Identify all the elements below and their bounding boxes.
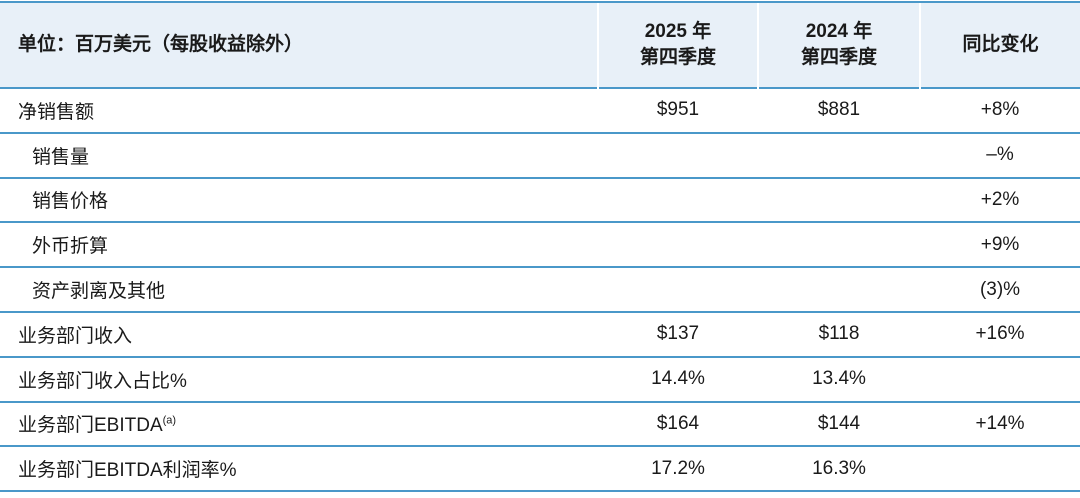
value-2024q4: 16.3% — [758, 445, 920, 493]
value-2025q4: 17.2% — [598, 445, 758, 493]
header-quarter: 第四季度 — [800, 47, 877, 68]
row-label: 外币折算 — [0, 221, 598, 268]
value-2025q4: $951 — [598, 87, 758, 133]
yoy-change: +8% — [920, 87, 1080, 133]
col-2025q4-header: 2025 年第四季度 — [597, 1, 758, 88]
yoy-change: +16% — [920, 310, 1080, 357]
yoy-change-text: +9% — [980, 233, 1020, 255]
row-label-text: 销售量 — [32, 146, 90, 168]
value-2025q4-text: $951 — [656, 99, 700, 121]
value-2025q4 — [598, 176, 758, 223]
table-row: 业务部门EBITDA利润率% 17.2% 16.3% — [0, 445, 1080, 493]
value-2025q4-text: 14.4% — [651, 368, 705, 390]
header-year: 2024 年 — [805, 21, 873, 42]
value-2024q4-text: $881 — [817, 99, 861, 121]
unit-header: 单位：百万美元（每股收益除外） — [0, 1, 598, 88]
table-row: 业务部门收入占比% 14.4% 13.4% — [0, 355, 1080, 402]
row-label: 资产剥离及其他 — [0, 266, 598, 312]
row-label-text: 业务部门收入占比% — [18, 370, 187, 392]
yoy-change: +9% — [920, 221, 1080, 268]
table-row: 销售量 –% — [0, 131, 1080, 178]
row-label: 业务部门EBITDA(a) — [0, 400, 598, 447]
header-quarter: 第四季度 — [639, 47, 716, 68]
row-label-text: 资产剥离及其他 — [32, 281, 166, 303]
yoy-change: +14% — [920, 400, 1080, 447]
header-year: 2025 年 — [644, 21, 712, 42]
value-2024q4-text: 13.4% — [812, 368, 866, 390]
row-label: 业务部门EBITDA利润率% — [0, 445, 598, 493]
yoy-change — [920, 355, 1080, 402]
value-2024q4 — [758, 176, 920, 223]
yoy-change-text: +8% — [980, 99, 1020, 121]
col-2024q4-header: 2024 年第四季度 — [757, 1, 920, 88]
value-2024q4: $144 — [758, 400, 920, 447]
row-label-text: 业务部门EBITDA — [18, 415, 163, 437]
value-2024q4-text: $144 — [817, 412, 861, 434]
value-2024q4 — [758, 221, 920, 268]
row-label-text: 净销售额 — [18, 101, 95, 123]
yoy-change: +2% — [920, 176, 1080, 223]
yoy-change-text: (3)% — [979, 278, 1021, 300]
col-yoy-header: 同比变化 — [919, 1, 1080, 88]
row-label-text: 业务部门收入 — [18, 325, 133, 347]
yoy-change — [920, 445, 1080, 493]
yoy-change-text: –% — [986, 144, 1014, 166]
row-label: 净销售额 — [0, 87, 598, 133]
value-2025q4 — [598, 221, 758, 268]
yoy-change-text: +2% — [980, 188, 1020, 210]
row-label: 业务部门收入 — [0, 310, 598, 357]
value-2025q4 — [598, 131, 758, 178]
value-2024q4: $881 — [758, 87, 920, 133]
yoy-change: (3)% — [920, 266, 1080, 312]
row-label: 销售价格 — [0, 176, 598, 223]
value-2024q4 — [758, 131, 920, 178]
row-label-text: 外币折算 — [32, 236, 109, 258]
value-2024q4-text: $118 — [818, 323, 860, 345]
table-row: 业务部门EBITDA(a) $164 $144 +14% — [0, 400, 1080, 447]
row-label: 销售量 — [0, 131, 598, 178]
value-2025q4 — [598, 266, 758, 312]
value-2025q4-text: $164 — [656, 412, 700, 434]
footnote-marker: (a) — [162, 415, 177, 428]
table-row: 净销售额 $951 $881 +8% — [0, 87, 1080, 133]
yoy-change: –% — [920, 131, 1080, 178]
table-row: 业务部门收入 $137 $118 +16% — [0, 310, 1080, 357]
value-2025q4: $164 — [598, 400, 758, 447]
yoy-change-text: +16% — [975, 323, 1025, 345]
value-2025q4-text: 17.2% — [651, 457, 705, 479]
yoy-change-text: +14% — [975, 412, 1025, 434]
table-row: 外币折算 +9% — [0, 221, 1080, 268]
row-label-text: 销售价格 — [32, 191, 109, 213]
value-2024q4-text: 16.3% — [812, 457, 866, 479]
value-2025q4-text: $137 — [656, 323, 700, 345]
value-2024q4 — [758, 266, 920, 312]
row-label: 业务部门收入占比% — [0, 355, 598, 402]
table-row: 资产剥离及其他 (3)% — [0, 266, 1080, 312]
row-label-text: 业务部门EBITDA利润率% — [18, 460, 237, 482]
value-2024q4: 13.4% — [758, 355, 920, 402]
table-row: 销售价格 +2% — [0, 176, 1080, 223]
header-row: 单位：百万美元（每股收益除外） 2025 年第四季度 2024 年第四季度 同比… — [0, 1, 1080, 88]
value-2024q4: $118 — [758, 310, 920, 357]
value-2025q4: 14.4% — [598, 355, 758, 402]
value-2025q4: $137 — [598, 310, 758, 357]
